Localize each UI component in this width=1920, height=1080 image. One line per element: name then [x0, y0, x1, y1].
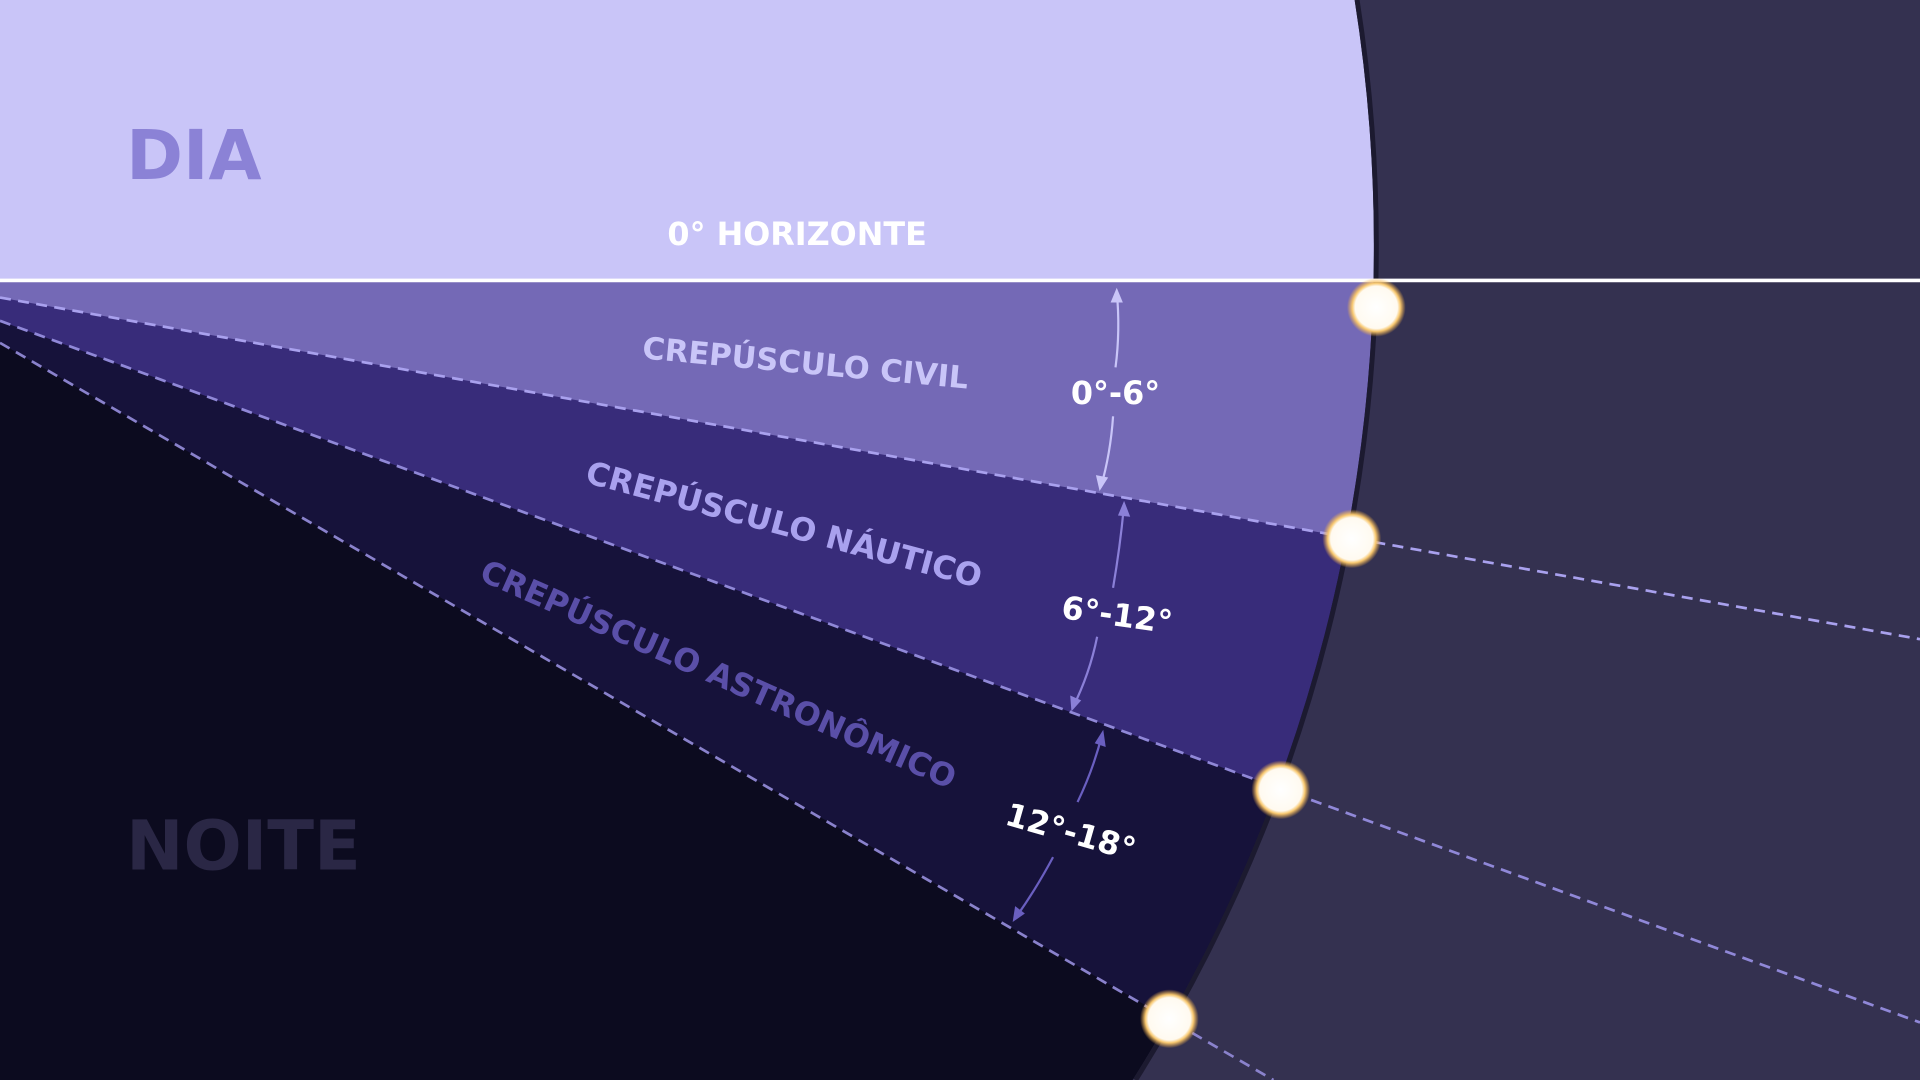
day-region: [0, 0, 1374, 281]
civil-twilight-region: [0, 280, 1374, 640]
night-label: NOITE: [126, 806, 361, 886]
nautical-limit-line: [0, 319, 1920, 1024]
sun-circle-icon: [1251, 760, 1311, 820]
arrowhead-icon: [1070, 695, 1082, 712]
arrowhead-icon: [1110, 287, 1123, 303]
civil-limit-line: [0, 296, 1920, 641]
arrowhead-icon: [1095, 475, 1109, 492]
day-label: DIA: [126, 116, 261, 196]
arrowhead-icon: [1012, 906, 1025, 923]
sun-circle-icon: [1322, 509, 1382, 569]
civil-range-label: 0°-6°: [1071, 374, 1160, 412]
astronomical-limit-line: [0, 341, 1275, 1080]
nautical-twilight-region: [0, 280, 1374, 1023]
sun-circle-icon: [1346, 277, 1406, 337]
arrowhead-icon: [1117, 500, 1131, 517]
horizon-label: 0° HORIZONTE: [667, 215, 926, 253]
arrowhead-icon: [1094, 729, 1106, 747]
sun-positions: [1140, 277, 1406, 1049]
sun-circle-icon: [1140, 989, 1199, 1049]
